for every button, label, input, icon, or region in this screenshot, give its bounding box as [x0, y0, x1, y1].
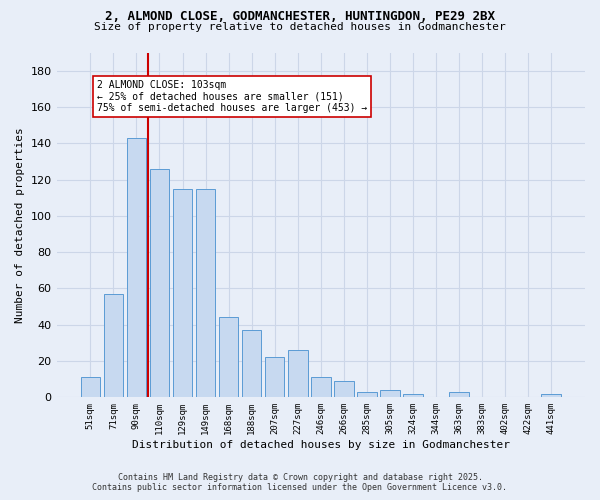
X-axis label: Distribution of detached houses by size in Godmanchester: Distribution of detached houses by size … [132, 440, 510, 450]
Bar [265, 358, 284, 398]
Bar [149, 168, 169, 398]
Y-axis label: Number of detached properties: Number of detached properties [15, 127, 25, 323]
Bar [380, 390, 400, 398]
Bar [80, 378, 100, 398]
Bar [242, 330, 262, 398]
Bar [449, 392, 469, 398]
Bar [127, 138, 146, 398]
Bar [541, 394, 561, 398]
Bar [104, 294, 123, 398]
Bar [403, 394, 423, 398]
Bar [288, 350, 308, 398]
Text: 2 ALMOND CLOSE: 103sqm
← 25% of detached houses are smaller (151)
75% of semi-de: 2 ALMOND CLOSE: 103sqm ← 25% of detached… [97, 80, 368, 113]
Text: 2, ALMOND CLOSE, GODMANCHESTER, HUNTINGDON, PE29 2BX: 2, ALMOND CLOSE, GODMANCHESTER, HUNTINGD… [105, 10, 495, 23]
Bar [219, 318, 238, 398]
Bar [311, 378, 331, 398]
Bar [173, 188, 193, 398]
Bar [357, 392, 377, 398]
Text: Contains HM Land Registry data © Crown copyright and database right 2025.
Contai: Contains HM Land Registry data © Crown c… [92, 473, 508, 492]
Bar [196, 188, 215, 398]
Text: Size of property relative to detached houses in Godmanchester: Size of property relative to detached ho… [94, 22, 506, 32]
Bar [334, 381, 353, 398]
